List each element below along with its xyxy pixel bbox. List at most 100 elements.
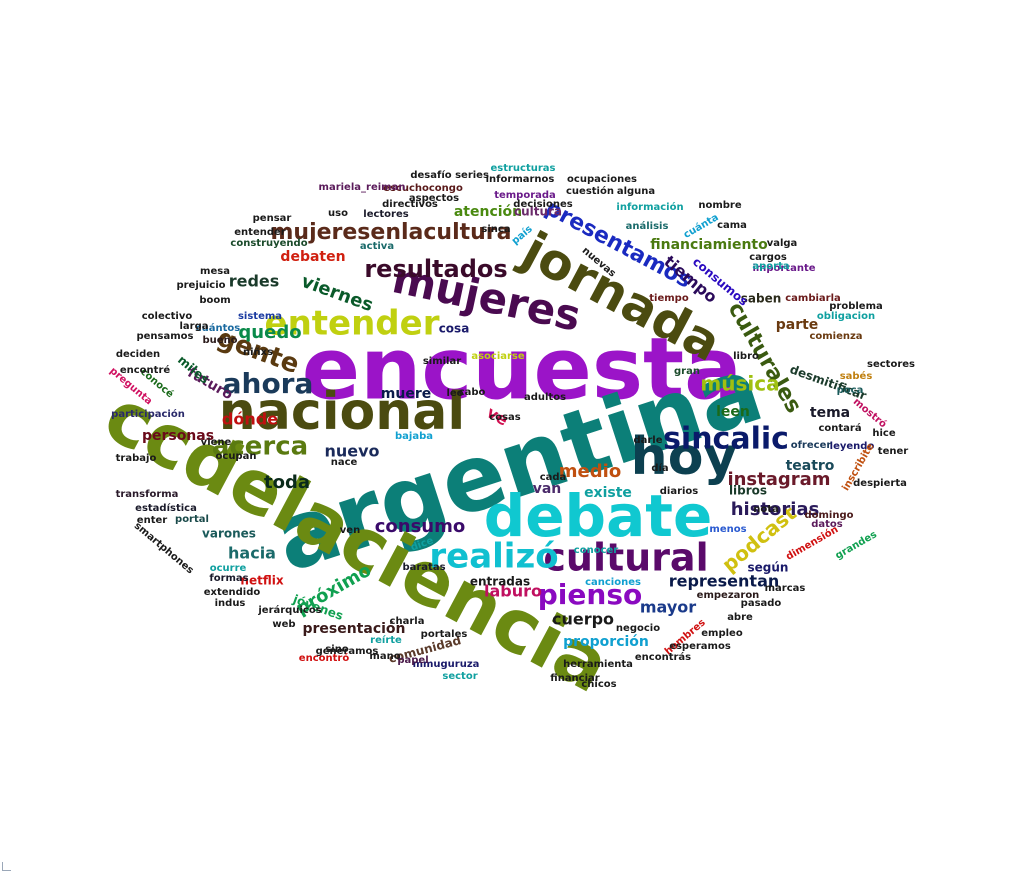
- cloud-word: leo: [446, 388, 463, 399]
- cloud-word: decisiones: [513, 199, 572, 210]
- cloud-word: entender: [265, 304, 440, 344]
- cloud-word: valga: [767, 238, 798, 249]
- cloud-word: sistema: [238, 311, 282, 322]
- cloud-word: debaten: [280, 249, 345, 265]
- cloud-word: estructuras: [490, 163, 555, 174]
- cloud-word: portales: [421, 629, 468, 640]
- cloud-word: empleo: [701, 628, 743, 639]
- cloud-word: datos: [811, 519, 843, 530]
- cloud-word: toda: [264, 472, 310, 493]
- cloud-word: presentación: [302, 621, 405, 637]
- cloud-word: niñxs: [243, 347, 273, 358]
- cloud-word: hoy: [631, 427, 738, 487]
- cloud-word: quedo: [238, 322, 301, 343]
- cloud-word: análisis: [626, 220, 669, 232]
- cloud-word: domingo: [804, 510, 853, 521]
- cloud-word: instagram: [727, 469, 830, 490]
- cloud-word: historias: [731, 499, 820, 520]
- cloud-word: día: [651, 462, 668, 474]
- cloud-word: pienso: [538, 578, 642, 611]
- cloud-word: esperamos: [669, 641, 731, 652]
- cloud-word: sectores: [867, 359, 915, 370]
- cloud-word: parte: [776, 317, 819, 333]
- cloud-word: encontré: [120, 364, 171, 376]
- cloud-word: cultural: [543, 536, 708, 580]
- cloud-word: mujeresenlacultura: [270, 220, 511, 245]
- cloud-word: tener: [878, 446, 908, 457]
- cloud-word: lectores: [363, 209, 409, 220]
- cloud-word: sector: [442, 671, 477, 682]
- cloud-word: existe: [584, 485, 632, 501]
- cloud-word: tiempo: [649, 293, 689, 304]
- cloud-word: prejuicio: [176, 280, 225, 291]
- cloud-word: larga: [179, 321, 208, 332]
- cloud-word: cargos: [749, 252, 787, 263]
- word-cloud-layer: encuestaargentinaccdelaciencianacionalde…: [91, 163, 915, 710]
- cloud-word: importante: [752, 263, 815, 274]
- cloud-word: encuesta: [302, 319, 742, 419]
- cloud-word: leen: [716, 404, 750, 420]
- cloud-word: muere: [381, 386, 431, 402]
- cloud-word: atención: [454, 204, 522, 220]
- cloud-word: indus: [215, 598, 246, 609]
- cloud-word: adultos: [524, 392, 566, 403]
- cloud-word: portal: [175, 514, 209, 525]
- cloud-word: jerárquicos: [257, 604, 321, 616]
- cloud-word: mano: [369, 651, 400, 662]
- cloud-word: sino: [325, 644, 348, 655]
- cloud-word: contará: [818, 422, 861, 434]
- cloud-word: realizó: [429, 537, 558, 577]
- cloud-word: papel: [397, 655, 428, 666]
- cloud-word: encontró: [299, 652, 350, 664]
- cloud-word: sinca: [481, 224, 510, 235]
- cloud-word: activa: [360, 241, 394, 252]
- cloud-word: varones: [202, 527, 256, 541]
- cloud-word: nuevo: [324, 442, 379, 461]
- cloud-word: mmuguruza: [413, 659, 480, 670]
- cloud-word: reírte: [370, 634, 402, 646]
- cloud-word: directivos: [382, 199, 438, 210]
- cloud-word: personas: [142, 428, 214, 444]
- cloud-word: ahora: [223, 367, 314, 400]
- cloud-word: proporción: [563, 634, 649, 650]
- cloud-word: web: [272, 619, 295, 630]
- cloud-word: cuestión: [566, 185, 614, 197]
- cloud-word: obligacion: [817, 311, 875, 322]
- cloud-word: leyendo: [830, 441, 875, 452]
- cloud-word: participación: [111, 408, 185, 420]
- cloud-word: uso: [328, 208, 348, 219]
- cloud-word: formas: [209, 573, 248, 584]
- cloud-word: cabo: [459, 387, 486, 398]
- cloud-word: consumo: [375, 516, 466, 537]
- cloud-word: nombre: [698, 200, 741, 211]
- cloud-word: boom: [199, 295, 230, 306]
- cloud-word: sabés: [840, 370, 873, 382]
- cloud-word: escuchocongo: [383, 183, 463, 194]
- cloud-word: series: [455, 170, 489, 181]
- cloud-word: poca: [837, 385, 864, 396]
- cloud-word: teatro: [786, 458, 835, 474]
- cloud-word: bajaba: [395, 431, 433, 442]
- cloud-word: mayor: [640, 598, 696, 617]
- cloud-word: alguna: [617, 186, 655, 197]
- cloud-word: libros: [729, 484, 767, 498]
- cloud-word: redes: [229, 272, 280, 291]
- cloud-word: ocupaciones: [567, 174, 637, 185]
- cloud-word: canciones: [585, 577, 641, 588]
- cloud-word: gran: [674, 366, 700, 377]
- cloud-word: baratas: [402, 562, 445, 573]
- cloud-word: charla: [390, 616, 425, 627]
- cloud-word: dónde: [222, 410, 278, 429]
- cloud-word: diarios: [660, 486, 699, 497]
- cloud-word: cama: [717, 220, 747, 231]
- cloud-word: despierta: [853, 478, 907, 489]
- cloud-word: hice: [872, 428, 895, 439]
- cloud-word: empezaron: [697, 590, 760, 601]
- cloud-word: cosa: [439, 322, 470, 336]
- cloud-word: comienza: [809, 331, 862, 342]
- cloud-word: informarnos: [486, 174, 555, 185]
- cloud-word: ocurre: [210, 563, 247, 574]
- cloud-word: nacional: [219, 382, 465, 442]
- cloud-word: cuerpo: [552, 610, 614, 629]
